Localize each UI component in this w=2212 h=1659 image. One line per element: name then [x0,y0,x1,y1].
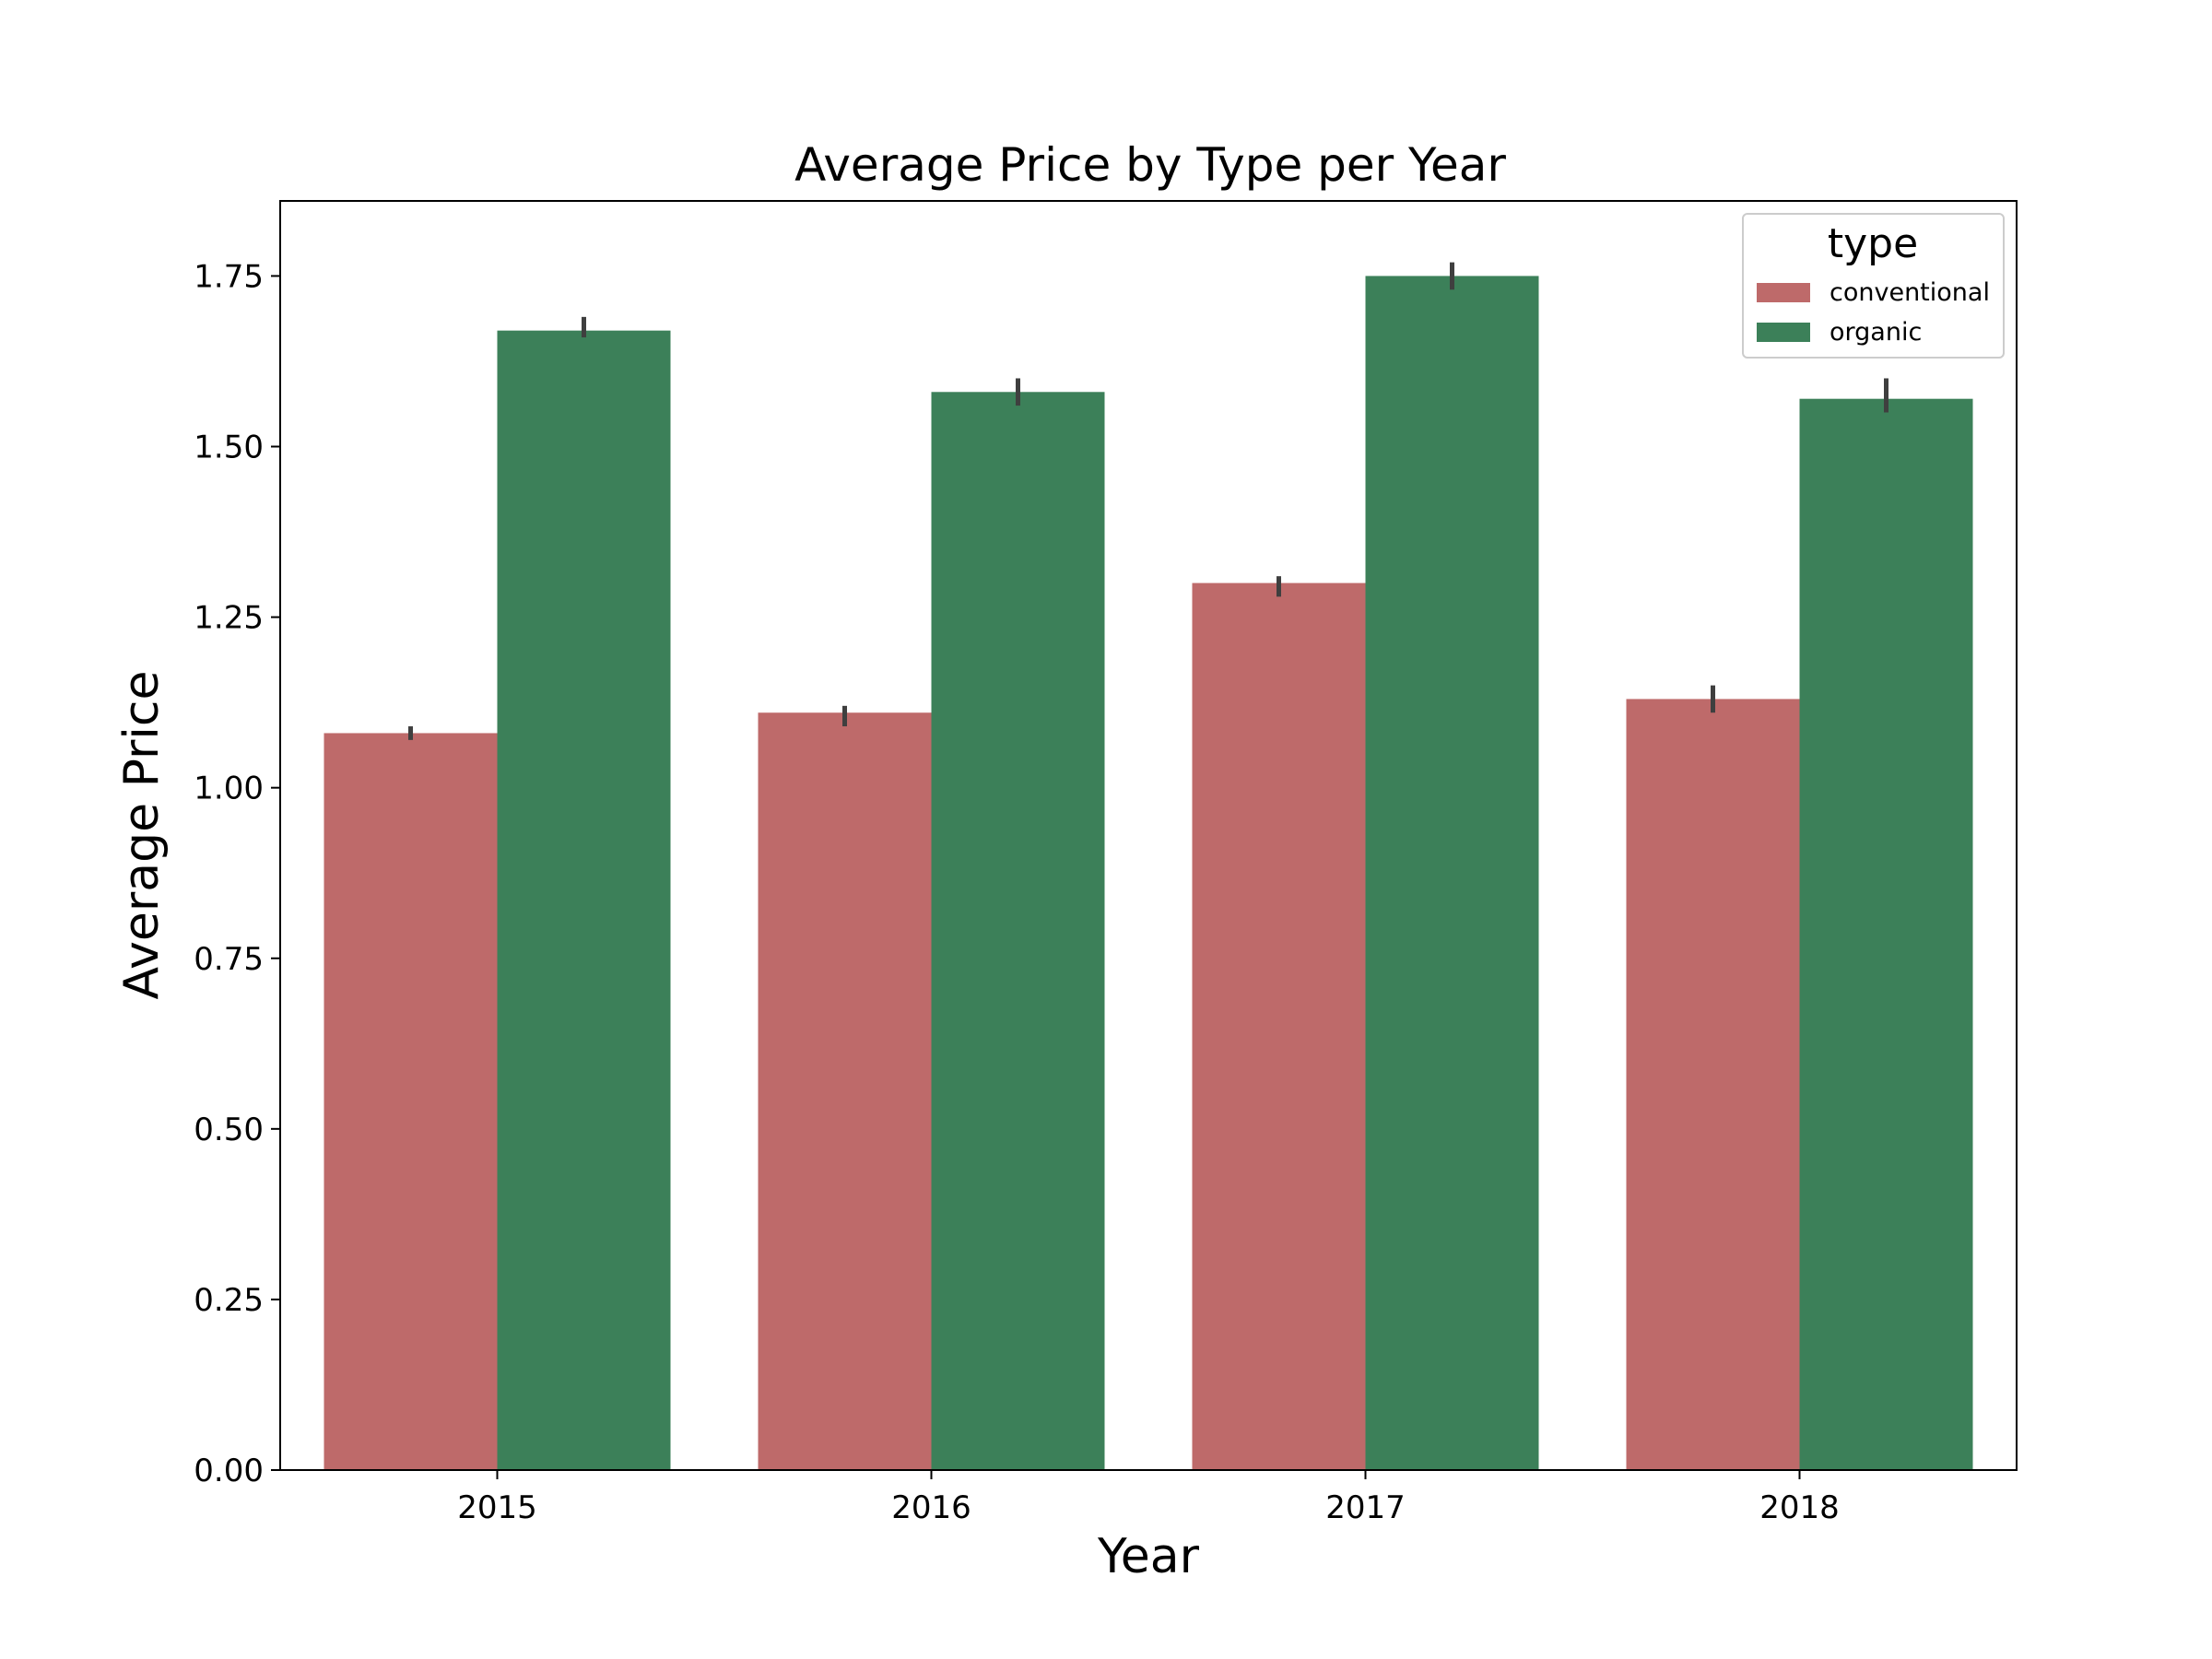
y-tick-label: 1.00 [194,771,264,807]
x-tick-label-2016: 2016 [891,1489,971,1526]
x-axis: 2015 2016 2017 2018 [457,1470,1840,1526]
y-tick-label: 1.25 [194,600,264,637]
x-tick-label-2015: 2015 [457,1489,537,1526]
y-tick-label: 0.00 [194,1453,264,1489]
errorbars-layer [408,262,1888,740]
y-tick-label: 0.75 [194,941,264,978]
bar-organic-2017 [1365,276,1539,1470]
bar-conventional-2016 [758,712,932,1470]
legend: type conventional organic [1742,213,2005,359]
chart-title: Average Price by Type per Year [794,138,1506,192]
legend-label-organic: organic [1830,318,1922,347]
legend-box [1742,213,2005,359]
legend-title: type [1828,220,1918,267]
bar-organic-2018 [1799,398,1973,1470]
x-axis-label: Year [1097,1529,1200,1584]
y-axis: 0.00 0.25 0.50 0.75 1.00 1.25 1.50 1.75 [194,258,280,1489]
x-tick-label-2018: 2018 [1759,1489,1840,1526]
legend-swatch-conventional [1757,283,1810,302]
y-tick-label: 0.25 [194,1282,264,1319]
bars-layer [324,276,1973,1471]
bar-conventional-2017 [1192,582,1366,1470]
bar-conventional-2015 [324,733,498,1470]
legend-swatch-organic [1757,323,1810,342]
plot-area-frame [279,200,2018,1471]
bar-organic-2015 [497,330,671,1471]
x-tick-label-2017: 2017 [1325,1489,1406,1526]
legend-entries: conventional organic [1757,278,1990,347]
y-axis-label: Average Price [114,671,170,1000]
bar-organic-2016 [931,392,1105,1471]
bar-conventional-2018 [1626,699,1800,1470]
y-tick-label: 0.50 [194,1112,264,1148]
legend-label-conventional: conventional [1830,278,1990,307]
y-tick-label: 1.50 [194,429,264,466]
y-tick-label: 1.75 [194,258,264,295]
